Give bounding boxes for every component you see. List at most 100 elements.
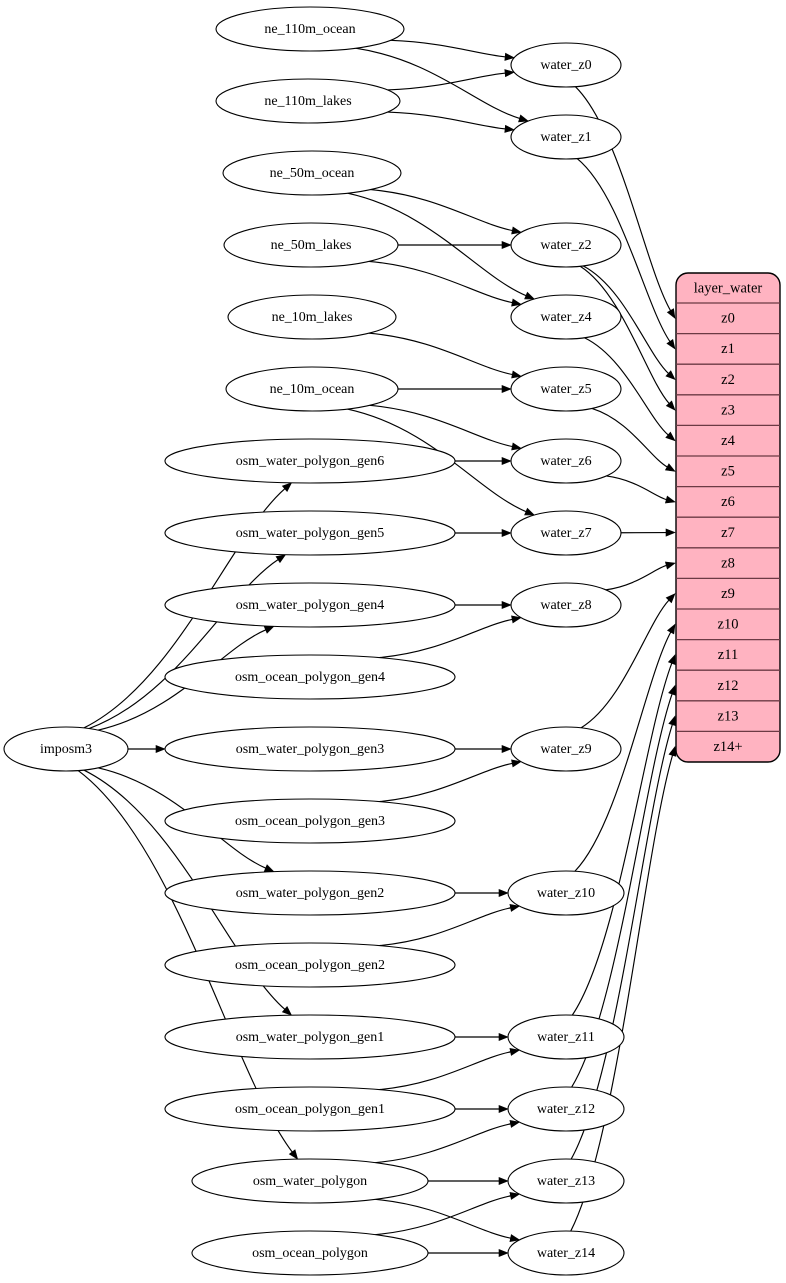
node-ne_110m_lakes[interactable]: ne_110m_lakes (215, 78, 401, 124)
node-shape-input (164, 654, 456, 700)
table-row-z9[interactable]: z9 (721, 586, 735, 602)
node-osm_water_polygon_gen1[interactable]: osm_water_polygon_gen1 (164, 1014, 456, 1060)
node-label: water_z9 (540, 742, 591, 757)
node-water_z6[interactable]: water_z6 (510, 438, 622, 484)
arrowhead (504, 124, 515, 133)
node-water_z9[interactable]: water_z9 (510, 726, 622, 772)
arrowhead (509, 1234, 521, 1243)
arrowhead (667, 654, 676, 666)
arrowhead (501, 600, 512, 610)
edge-osm_ocean_polygon_gen3-to-water_z9 (378, 762, 513, 803)
table-row-z5[interactable]: z5 (721, 464, 735, 480)
node-label: osm_water_polygon_gen4 (236, 598, 385, 613)
node-shape-water (510, 510, 622, 556)
edge-ne_10m_ocean-to-water_z6 (369, 404, 513, 448)
arrowhead (498, 1248, 509, 1258)
node-water_z1[interactable]: water_z1 (510, 114, 622, 160)
node-ne_10m_lakes[interactable]: ne_10m_lakes (227, 294, 397, 340)
arrowhead (665, 370, 676, 381)
arrowhead (504, 69, 515, 78)
arrowhead (664, 495, 676, 504)
table-row-z7[interactable]: z7 (721, 525, 735, 541)
node-ne_50m_ocean[interactable]: ne_50m_ocean (222, 150, 402, 196)
arrowhead (288, 1149, 299, 1160)
edge-imposm3-to-osm_water_polygon_gen5 (88, 558, 279, 730)
node-label: water_z4 (540, 310, 591, 325)
table-row-z13[interactable]: z13 (718, 708, 739, 724)
layer-water-table[interactable]: layer_water z0 z1 z2 z3 z4 z5 z6 z7 z8 z9 z10 z11 z12… (675, 272, 781, 763)
node-label: water_z11 (537, 1030, 595, 1045)
arrowhead (263, 864, 275, 873)
arrowhead (664, 463, 676, 472)
edge-osm_ocean_polygon_gen1-to-water_z11 (378, 1051, 512, 1091)
table-row-z1[interactable]: z1 (721, 341, 735, 357)
node-water_z0[interactable]: water_z0 (510, 42, 622, 88)
arrowhead (509, 1191, 521, 1200)
edge-water_z1-to-layer_water-z1 (576, 158, 671, 343)
node-label: osm_water_polygon (253, 1174, 367, 1189)
node-osm_ocean_polygon[interactable]: osm_ocean_polygon (191, 1230, 429, 1276)
node-label: water_z8 (540, 598, 591, 613)
arrowhead (281, 482, 293, 492)
table-row-z14plus[interactable]: z14+ (713, 739, 742, 755)
node-label: osm_water_polygon_gen1 (236, 1030, 385, 1045)
node-osm_water_polygon_gen6[interactable]: osm_water_polygon_gen6 (164, 438, 456, 484)
table-row-z10[interactable]: z10 (718, 617, 739, 633)
node-water_z13[interactable]: water_z13 (507, 1158, 625, 1204)
node-water_z14[interactable]: water_z14 (507, 1230, 625, 1276)
edge-ne_110m_ocean-to-water_z0 (390, 39, 506, 58)
table-row-z12[interactable]: z12 (718, 678, 739, 694)
node-water_z5[interactable]: water_z5 (510, 366, 622, 412)
node-osm_ocean_polygon_gen3[interactable]: osm_ocean_polygon_gen3 (164, 798, 456, 844)
arrowhead (665, 593, 676, 604)
edge-ne_50m_ocean-to-water_z2 (370, 189, 513, 232)
edge-water_z10-to-layer_water-z10 (574, 631, 672, 872)
table-row-z8[interactable]: z8 (721, 555, 735, 571)
node-label: osm_ocean_polygon (252, 1246, 368, 1261)
nodes-layer: imposm3 ne_110m_ocean ne_110m_lakes ne_50m_… (3, 6, 625, 1276)
node-label: ne_110m_lakes (264, 94, 351, 109)
arrowhead (155, 744, 166, 754)
node-osm_water_polygon[interactable]: osm_water_polygon (191, 1158, 429, 1204)
edge-water_z11-to-layer_water-z11 (571, 662, 673, 1016)
node-label: ne_50m_ocean (270, 166, 355, 181)
arrowhead (501, 456, 512, 466)
node-shape-water (510, 726, 622, 772)
node-shape-water (507, 870, 625, 916)
edge-water_z8-to-layer_water-z8 (605, 564, 667, 591)
table-row-z3[interactable]: z3 (721, 402, 735, 418)
arrowhead (509, 903, 521, 912)
node-osm_water_polygon_gen3[interactable]: osm_water_polygon_gen3 (164, 726, 456, 772)
arrowhead (498, 888, 509, 898)
node-ne_50m_lakes[interactable]: ne_50m_lakes (223, 222, 399, 268)
table-row-z0[interactable]: z0 (721, 311, 735, 327)
node-water_z10[interactable]: water_z10 (507, 870, 625, 916)
node-label: imposm3 (40, 742, 92, 757)
node-label: osm_water_polygon_gen6 (236, 454, 385, 469)
node-ne_10m_ocean[interactable]: ne_10m_ocean (225, 366, 399, 412)
node-water_z8[interactable]: water_z8 (510, 582, 622, 628)
node-osm_ocean_polygon_gen4[interactable]: osm_ocean_polygon_gen4 (164, 654, 456, 700)
node-osm_ocean_polygon_gen1[interactable]: osm_ocean_polygon_gen1 (164, 1086, 456, 1132)
table-row-z11[interactable]: z11 (718, 647, 738, 663)
node-label: water_z10 (537, 886, 595, 901)
node-shape-input (164, 438, 456, 484)
node-water_z7[interactable]: water_z7 (510, 510, 622, 556)
node-osm_water_polygon_gen5[interactable]: osm_water_polygon_gen5 (164, 510, 456, 556)
node-water_z11[interactable]: water_z11 (507, 1014, 625, 1060)
node-osm_water_polygon_gen2[interactable]: osm_water_polygon_gen2 (164, 870, 456, 916)
node-label: osm_water_polygon_gen3 (236, 742, 385, 757)
table-row-z6[interactable]: z6 (721, 494, 735, 510)
edge-water_z5-to-layer_water-z5 (591, 407, 668, 468)
node-osm_water_polygon_gen4[interactable]: osm_water_polygon_gen4 (164, 582, 456, 628)
node-water_z2[interactable]: water_z2 (510, 222, 622, 268)
table-row-z2[interactable]: z2 (721, 372, 735, 388)
arrowhead (501, 240, 512, 250)
node-water_z12[interactable]: water_z12 (507, 1086, 625, 1132)
table-row-z4[interactable]: z4 (721, 433, 735, 449)
node-imposm3[interactable]: imposm3 (3, 726, 129, 772)
node-osm_ocean_polygon_gen2[interactable]: osm_ocean_polygon_gen2 (164, 942, 456, 988)
arrowhead (509, 1047, 521, 1056)
node-water_z4[interactable]: water_z4 (510, 294, 622, 340)
node-ne_110m_ocean[interactable]: ne_110m_ocean (215, 6, 405, 52)
